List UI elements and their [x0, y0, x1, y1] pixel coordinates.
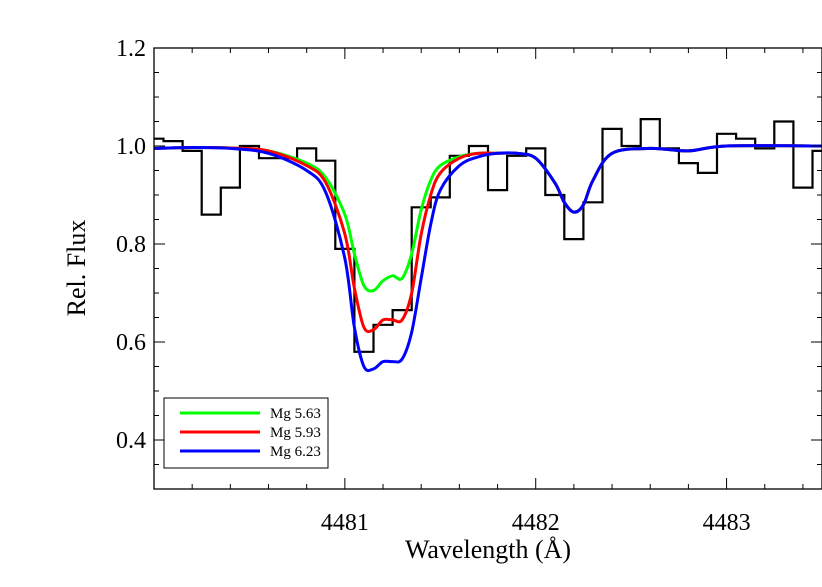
- legend-label: Mg 6.23: [270, 444, 321, 460]
- observed-spectrum-histogram: [154, 118, 822, 353]
- y-tick-label: 0.4: [116, 428, 146, 454]
- y-tick-label: 1.0: [116, 134, 146, 160]
- plot-frame: [153, 47, 822, 490]
- legend-label: Mg 5.93: [270, 425, 321, 441]
- legend: Mg 5.63 Mg 5.93 Mg 6.23: [163, 397, 329, 469]
- y-tick-label: 0.8: [116, 232, 146, 258]
- x-tick-label: 4483: [703, 510, 751, 536]
- y-axis-label: Rel. Flux: [62, 220, 91, 317]
- x-tick-label: 4481: [321, 510, 369, 536]
- tick-labels: 4481 4482 4483 0.4 0.6 0.8 1.0 1.2: [116, 36, 751, 536]
- x-tick-label: 4482: [512, 510, 560, 536]
- model-curve-2: [154, 144, 822, 373]
- legend-label: Mg 5.63: [270, 406, 321, 422]
- y-tick-label: 1.2: [116, 36, 146, 62]
- plot-lines: [154, 118, 822, 373]
- x-axis-label: Wavelength (Å): [405, 535, 571, 564]
- y-tick-label: 0.6: [116, 330, 146, 356]
